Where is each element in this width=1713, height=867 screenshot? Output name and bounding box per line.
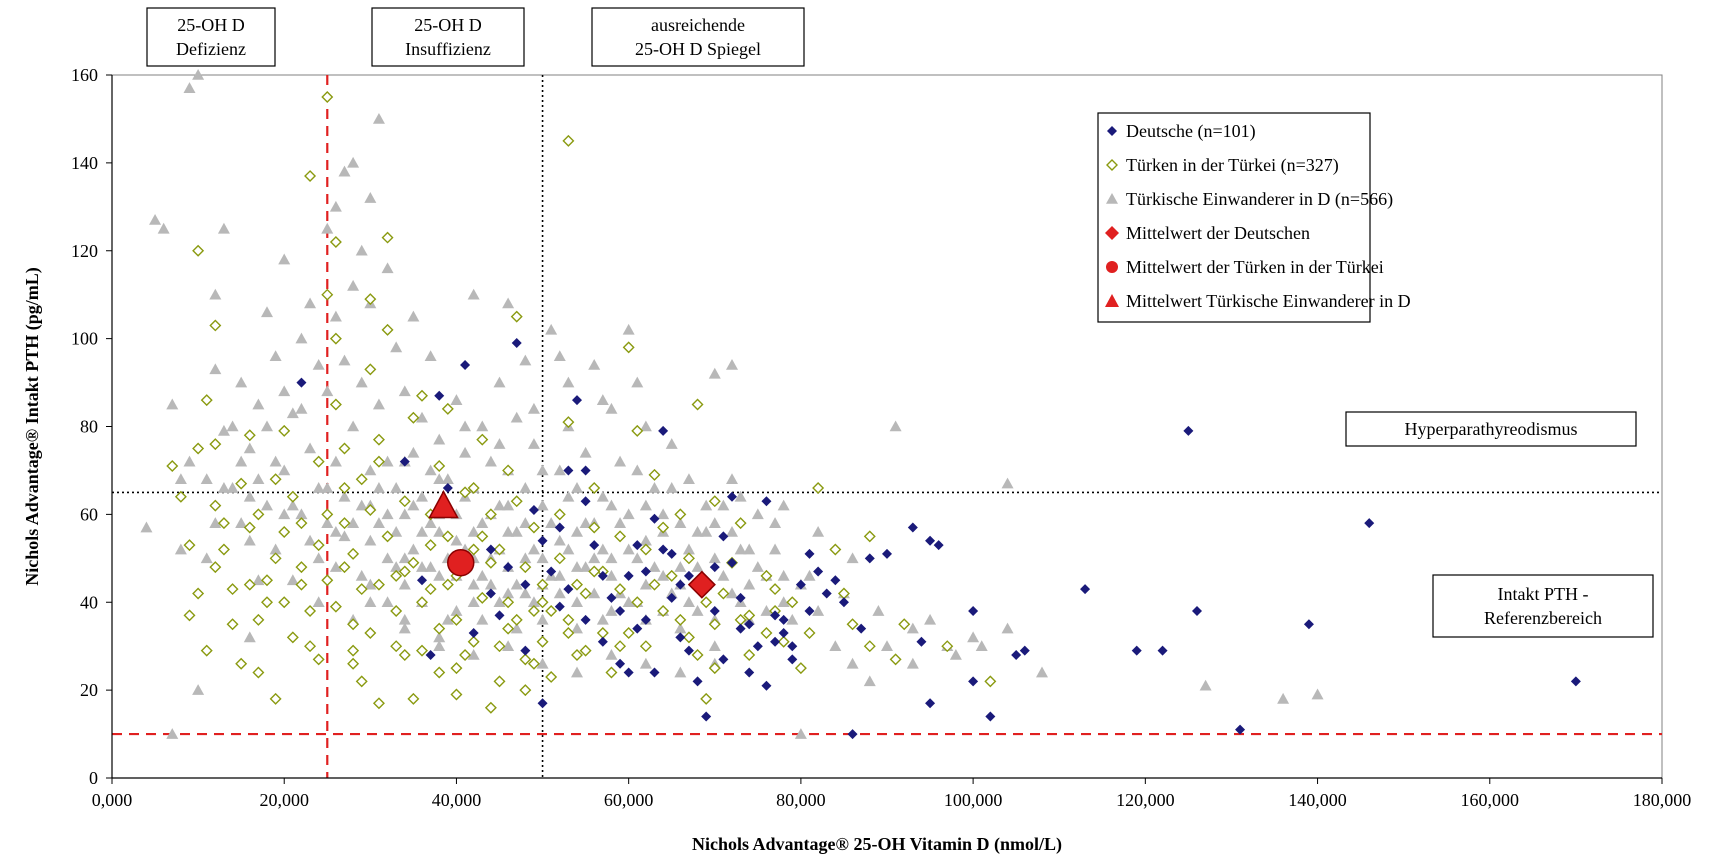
- y-tick-label: 20: [80, 680, 98, 700]
- annotation-box: Hyperparathyreodismus: [1346, 412, 1636, 446]
- x-tick-label: 180,000: [1633, 790, 1692, 810]
- annotation-box: ausreichende 25-OH D Spiegel: [592, 8, 804, 66]
- y-tick-label: 40: [80, 592, 98, 612]
- annotation-text: ausreichende: [651, 15, 745, 35]
- y-tick-label: 60: [80, 504, 98, 524]
- annotation-text: Insuffizienz: [405, 39, 491, 59]
- data-point: [448, 550, 474, 576]
- x-tick-label: 120,000: [1116, 790, 1175, 810]
- x-tick-label: 100,000: [944, 790, 1003, 810]
- legend: Deutsche (n=101) Türken in der Türkei (n=…: [1098, 113, 1411, 322]
- annotation-box: 25-OH D Insuffizienz: [372, 8, 524, 66]
- annotation-text: Defizienz: [176, 39, 246, 59]
- legend-item: Mittelwert Türkische Einwanderer in D: [1105, 291, 1411, 311]
- y-tick-label: 160: [71, 65, 98, 85]
- annotation-box: Intakt PTH - Referenzbereich: [1433, 575, 1653, 637]
- legend-label: Mittelwert Türkische Einwanderer in D: [1126, 291, 1411, 311]
- data-point: [192, 69, 204, 80]
- legend-item: Deutsche (n=101): [1107, 121, 1256, 142]
- annotation-text: Hyperparathyreodismus: [1405, 419, 1578, 439]
- annotation-text: 25-OH D: [414, 15, 482, 35]
- y-tick-label: 100: [71, 329, 98, 349]
- x-tick-label: 40,000: [432, 790, 482, 810]
- legend-label: Deutsche (n=101): [1126, 121, 1256, 142]
- legend-label: Mittelwert der Türken in der Türkei: [1126, 257, 1384, 277]
- legend-item: Mittelwert der Türken in der Türkei: [1106, 257, 1384, 277]
- x-tick-label: 140,000: [1288, 790, 1347, 810]
- x-tick-label: 60,000: [604, 790, 654, 810]
- x-tick-label: 0,000: [92, 790, 133, 810]
- y-tick-label: 80: [80, 417, 98, 437]
- legend-label: Mittelwert der Deutschen: [1126, 223, 1310, 243]
- annotation-text: Referenzbereich: [1484, 608, 1602, 628]
- annotation-box: 25-OH D Defizienz: [147, 8, 275, 66]
- y-tick-label: 120: [71, 241, 98, 261]
- x-tick-label: 160,000: [1461, 790, 1520, 810]
- x-tick-label: 80,000: [776, 790, 826, 810]
- legend-label: Türkische Einwanderer in D (n=566): [1126, 189, 1393, 210]
- y-tick-label: 140: [71, 153, 98, 173]
- series-4: [448, 550, 474, 576]
- y-tick-label: 0: [89, 768, 98, 788]
- legend-item: Mittelwert der Deutschen: [1105, 223, 1310, 243]
- legend-item: Türken in der Türkei (n=327): [1107, 155, 1339, 176]
- y-axis-title: Nichols Advantage® Intakt PTH (pg/mL): [22, 267, 43, 585]
- x-axis-title: Nichols Advantage® 25-OH Vitamin D (nmol…: [692, 834, 1062, 855]
- x-tick-label: 20,000: [259, 790, 309, 810]
- legend-item: Türkische Einwanderer in D (n=566): [1106, 189, 1393, 210]
- annotation-text: Intakt PTH -: [1498, 584, 1589, 604]
- legend-marker: [1106, 261, 1118, 273]
- annotation-text: 25-OH D: [177, 15, 245, 35]
- annotation-text: 25-OH D Spiegel: [635, 39, 761, 59]
- legend-label: Türken in der Türkei (n=327): [1126, 155, 1339, 176]
